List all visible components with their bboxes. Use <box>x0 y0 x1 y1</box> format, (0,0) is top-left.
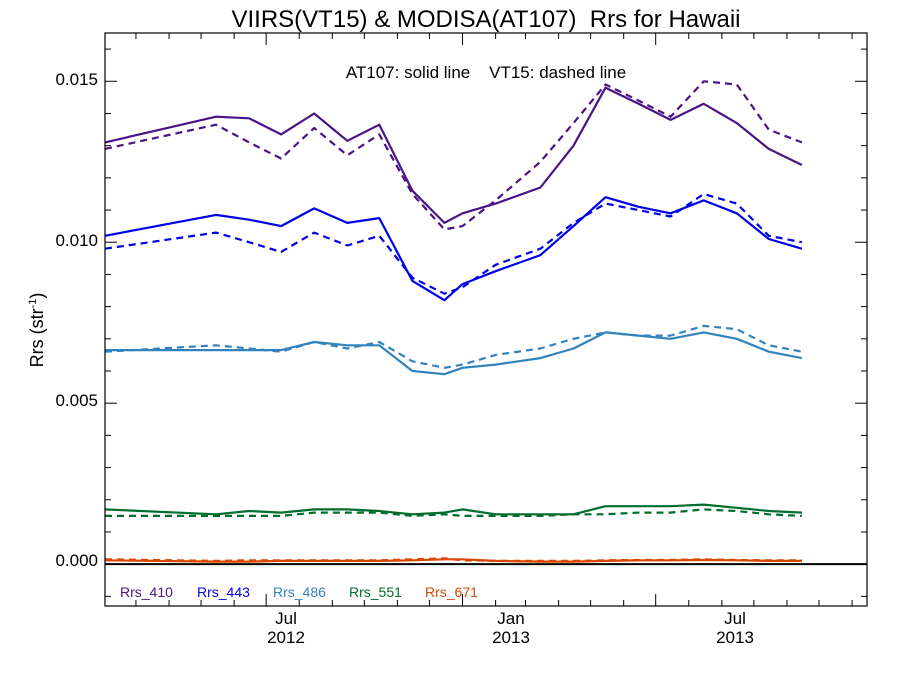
y-tick-label: 0.010 <box>55 231 98 250</box>
y-tick-label: 0.000 <box>55 551 98 570</box>
legend-rrs-410: Rrs_410 <box>120 584 173 600</box>
series-line-rrs-443-dashed <box>104 192 803 295</box>
y-tick-label: 0.015 <box>55 70 98 89</box>
x-tick-label: Jan 2013 <box>492 609 530 647</box>
chart-title: VIIRS(VT15) & MODISA(AT107) Rrs for Hawa… <box>231 6 741 33</box>
legend-rrs-671: Rrs_671 <box>425 584 478 600</box>
series-line-rrs-410-dashed <box>104 80 803 231</box>
y-tick-label: 0.005 <box>55 391 98 410</box>
series-line-rrs-443-solid <box>104 196 803 302</box>
legend-rrs-486: Rrs_486 <box>273 584 326 600</box>
series-line-rrs-410-solid <box>104 86 803 224</box>
series-line-rrs-486-solid <box>105 331 803 376</box>
x-tick-label: Jul 2012 <box>267 609 305 647</box>
series-line-rrs-551-dashed <box>105 508 802 518</box>
series-line-rrs-486-dashed <box>104 324 803 369</box>
legend-rrs-551: Rrs_551 <box>349 584 402 600</box>
series-line-rrs-671-dashed <box>104 557 802 563</box>
axis-ticks <box>104 33 867 606</box>
x-tick-label: Jul 2013 <box>716 609 754 647</box>
plot-frame <box>104 32 868 607</box>
line-style-annotation: AT107: solid line VT15: dashed line <box>345 63 627 82</box>
series-lines <box>104 80 867 566</box>
series-line-rrs-551-solid <box>104 503 802 516</box>
y-axis-label: Rrs (str-1) <box>27 292 47 368</box>
legend-rrs-443: Rrs_443 <box>197 584 250 600</box>
